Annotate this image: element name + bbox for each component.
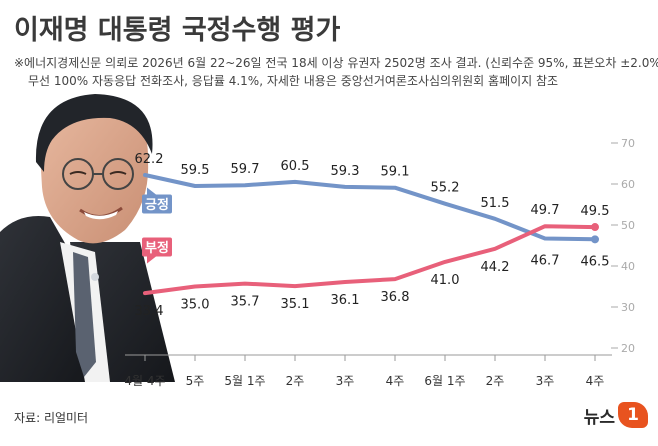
disapprove-data-label: 49.5 bbox=[581, 204, 610, 219]
legend-tag-bg bbox=[142, 194, 172, 214]
approve-data-label: 62.2 bbox=[135, 152, 164, 167]
approve-line bbox=[143, 173, 597, 242]
disapprove-data-label: 36.1 bbox=[331, 293, 360, 308]
approve-data-label: 60.5 bbox=[281, 159, 310, 174]
approve-end-point bbox=[591, 235, 599, 244]
x-tick-label: 2주 bbox=[486, 374, 505, 388]
news1-logo: 뉴스 1 bbox=[584, 402, 648, 428]
disapprove-data-label: 41.0 bbox=[431, 273, 460, 288]
approve-data-label: 46.7 bbox=[531, 254, 560, 269]
y-tick-label: 50 bbox=[621, 219, 635, 232]
survey-note-line2: 무선 100% 자동응답 전화조사, 응답률 4.1%, 자세한 내용은 중앙선… bbox=[28, 74, 559, 88]
legend-tag-pointer bbox=[147, 256, 156, 264]
y-tick-label: 40 bbox=[621, 260, 635, 273]
x-tick-label: 4월 4주 bbox=[124, 374, 165, 388]
y-tick-label: 60 bbox=[621, 178, 635, 191]
approve-data-label: 55.2 bbox=[431, 181, 460, 196]
approve-data-label: 59.7 bbox=[231, 162, 260, 177]
approve-data-label: 46.5 bbox=[581, 254, 610, 269]
disapprove-data-label: 35.0 bbox=[181, 298, 210, 313]
disapprove-data-label: 35.7 bbox=[231, 295, 260, 310]
x-tick-label: 5월 1주 bbox=[224, 374, 265, 388]
legend-tag-label: 부정 bbox=[145, 240, 169, 256]
disapprove-data-label: 36.8 bbox=[381, 290, 410, 305]
x-tick-label: 3주 bbox=[336, 374, 355, 388]
x-tick-label: 3주 bbox=[536, 374, 555, 388]
approve-data-label: 59.5 bbox=[181, 163, 210, 178]
survey-note-line1: ※에너지경제신문 의뢰로 2026년 6월 22~26일 전국 18세 이상 유… bbox=[14, 56, 658, 70]
x-tick-label: 4주 bbox=[386, 374, 405, 388]
chart-title: 이재명 대통령 국정수행 평가 bbox=[14, 15, 341, 46]
y-tick-label: 70 bbox=[621, 137, 635, 150]
source-note: 자료: 리얼미터 bbox=[14, 411, 89, 425]
x-tick-label: 6월 1주 bbox=[424, 374, 465, 388]
y-tick-label: 30 bbox=[621, 301, 635, 314]
disapprove-end-point bbox=[591, 223, 599, 232]
legend-tag-pointer bbox=[147, 187, 156, 195]
approve-data-label: 51.5 bbox=[481, 196, 510, 211]
disapprove-data-label: 35.1 bbox=[281, 297, 310, 312]
x-tick-label: 2주 bbox=[286, 374, 305, 388]
portrait-illustration bbox=[0, 94, 175, 382]
y-tick-label: 20 bbox=[621, 342, 635, 355]
legend-tag-bg bbox=[142, 237, 172, 257]
disapprove-line bbox=[143, 224, 597, 296]
x-tick-label: 5주 bbox=[186, 374, 205, 388]
disapprove-data-label: 49.7 bbox=[531, 203, 560, 218]
logo-badge: 1 bbox=[618, 402, 648, 428]
logo-text: 뉴스 bbox=[583, 407, 615, 428]
disapprove-data-label: 33.4 bbox=[135, 304, 164, 319]
legend-tag-label: 긍정 bbox=[145, 197, 169, 213]
x-tick-label: 4주 bbox=[586, 374, 605, 388]
approve-data-label: 59.3 bbox=[331, 164, 360, 179]
approve-data-label: 59.1 bbox=[381, 165, 410, 180]
disapprove-data-label: 44.2 bbox=[481, 260, 510, 275]
